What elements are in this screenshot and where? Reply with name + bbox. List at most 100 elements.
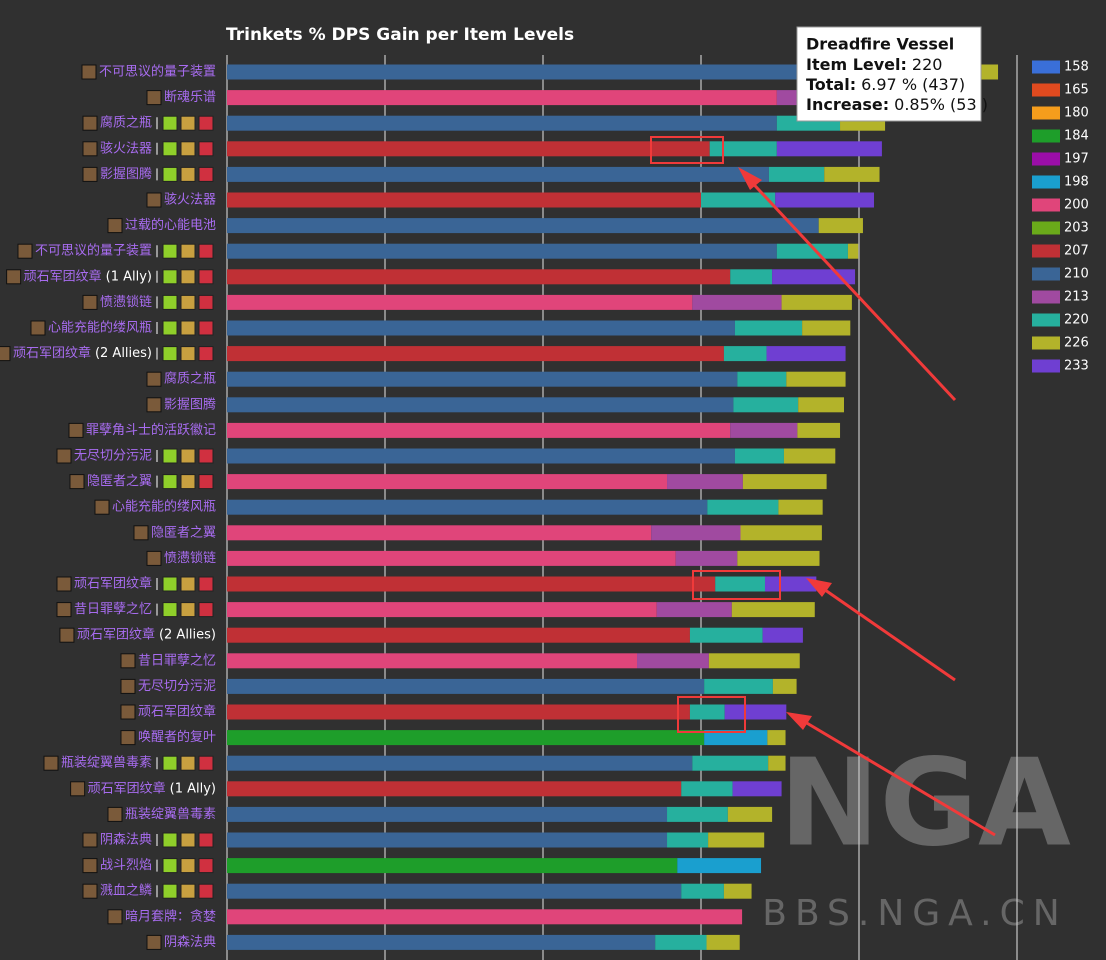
category-label: 阴森法典 (100, 833, 152, 848)
spec-icon (162, 602, 178, 618)
item-icon (120, 678, 136, 694)
legend-label: 233 (1064, 359, 1089, 374)
bar-segment (847, 243, 859, 259)
tooltip-key: Item Level: (806, 55, 907, 74)
spec-icon (198, 166, 214, 182)
bar-segment (772, 678, 797, 694)
spec-icon (162, 755, 178, 771)
bar-segment (802, 320, 851, 336)
tooltip: Dreadfire Vessel Item Level: 220 Total: 6.9… (796, 26, 988, 122)
legend-label: 207 (1064, 244, 1089, 259)
item-icon (70, 781, 86, 797)
legend-label: 200 (1064, 198, 1089, 213)
bar-segment (768, 755, 786, 771)
spec-icon (198, 115, 214, 131)
bar-segment (227, 858, 678, 874)
bar-segment (723, 883, 752, 899)
arrowhead (806, 578, 832, 597)
bar-segment (681, 883, 724, 899)
bar-segment (689, 627, 763, 643)
category-label: 战斗烈焰 (100, 858, 152, 873)
bar-segment (818, 218, 863, 234)
watermark: NGA BBS.NGA.CN (762, 735, 1071, 934)
bar-segment (227, 243, 777, 259)
bar-segment (709, 141, 777, 157)
bar-segment (227, 474, 668, 490)
legend-label: 184 (1064, 129, 1089, 144)
bar-segment (227, 678, 705, 694)
bar-segment (227, 755, 693, 771)
bar-segment (724, 704, 787, 720)
legend-label: 226 (1064, 336, 1089, 351)
bar-segment (768, 166, 825, 182)
tooltip-value: 6.97 % (437) (861, 75, 965, 94)
spec-icon (180, 755, 196, 771)
spec-icon (198, 832, 214, 848)
spec-icon (180, 294, 196, 310)
category-label: 隐匿者之翼 (87, 474, 152, 489)
bar-segment (227, 166, 769, 182)
bar-segment (667, 832, 709, 848)
item-icon (0, 346, 11, 362)
item-icon (82, 141, 98, 157)
category-note: (2 Allies) (159, 628, 216, 643)
watermark-logo: NGA (779, 735, 1071, 874)
spec-icon (162, 320, 178, 336)
legend-label: 158 (1064, 60, 1089, 75)
tooltip-lines: Item Level: 220 Total: 6.97 % (437)Increase… (806, 55, 988, 114)
legend-swatch (1032, 359, 1060, 373)
legend-swatch (1032, 290, 1060, 304)
legend-swatch (1032, 267, 1060, 281)
legend-label: 203 (1064, 221, 1089, 236)
category-label: 隐匿者之翼 (151, 525, 216, 540)
item-icon (146, 90, 162, 106)
bar-segment (227, 64, 841, 80)
tooltip-value: 0.85% (53 ) (894, 95, 988, 114)
bar-segment (227, 934, 656, 950)
highlight-box (677, 696, 746, 733)
category-label: 顽石军团纹章 (138, 704, 216, 720)
category-label: 顽石军团纹章 (77, 627, 155, 643)
spec-icon (180, 141, 196, 157)
spec-icon (198, 294, 214, 310)
item-icon (81, 64, 97, 80)
item-icon (107, 909, 123, 925)
bar-segment (637, 653, 709, 669)
spec-icon (198, 448, 214, 464)
category-label: 暗月套牌：贪婪 (125, 908, 216, 924)
highlight-box (650, 136, 724, 164)
bar-segment (227, 320, 735, 336)
bar-segment (227, 192, 701, 208)
legend-swatch (1032, 60, 1060, 74)
legend-label: 198 (1064, 175, 1089, 190)
arrow (743, 173, 957, 402)
item-icon (68, 422, 84, 438)
bar-segment (734, 320, 803, 336)
spec-icon (198, 755, 214, 771)
bar-segment (227, 218, 819, 234)
category-label: 腐质之瓶 (100, 116, 152, 131)
bar-segment (704, 730, 768, 746)
bar-segment (656, 602, 732, 618)
legend-swatch (1032, 175, 1060, 189)
bar-segment (227, 704, 690, 720)
tooltip-box (796, 26, 982, 122)
item-icon (120, 653, 136, 669)
spec-icon (180, 269, 196, 285)
bar-segment (767, 730, 786, 746)
item-icon (94, 499, 110, 515)
item-icon (107, 218, 123, 234)
bar-segment (708, 653, 800, 669)
bar-segment (737, 550, 820, 566)
bar-segment (227, 781, 682, 797)
category-label: 昔日罪孽之忆 (138, 652, 216, 668)
item-icon (146, 192, 162, 208)
spec-icon (198, 320, 214, 336)
bar-segment (715, 576, 765, 592)
legend: 158 165 180 184 197 198 200 203 207 210 213 220 226 2… (1032, 60, 1089, 374)
bar-segment (706, 934, 740, 950)
legend-swatch (1032, 244, 1060, 258)
category-label: 腐质之瓶 (164, 372, 216, 387)
bar-segment (730, 269, 773, 285)
